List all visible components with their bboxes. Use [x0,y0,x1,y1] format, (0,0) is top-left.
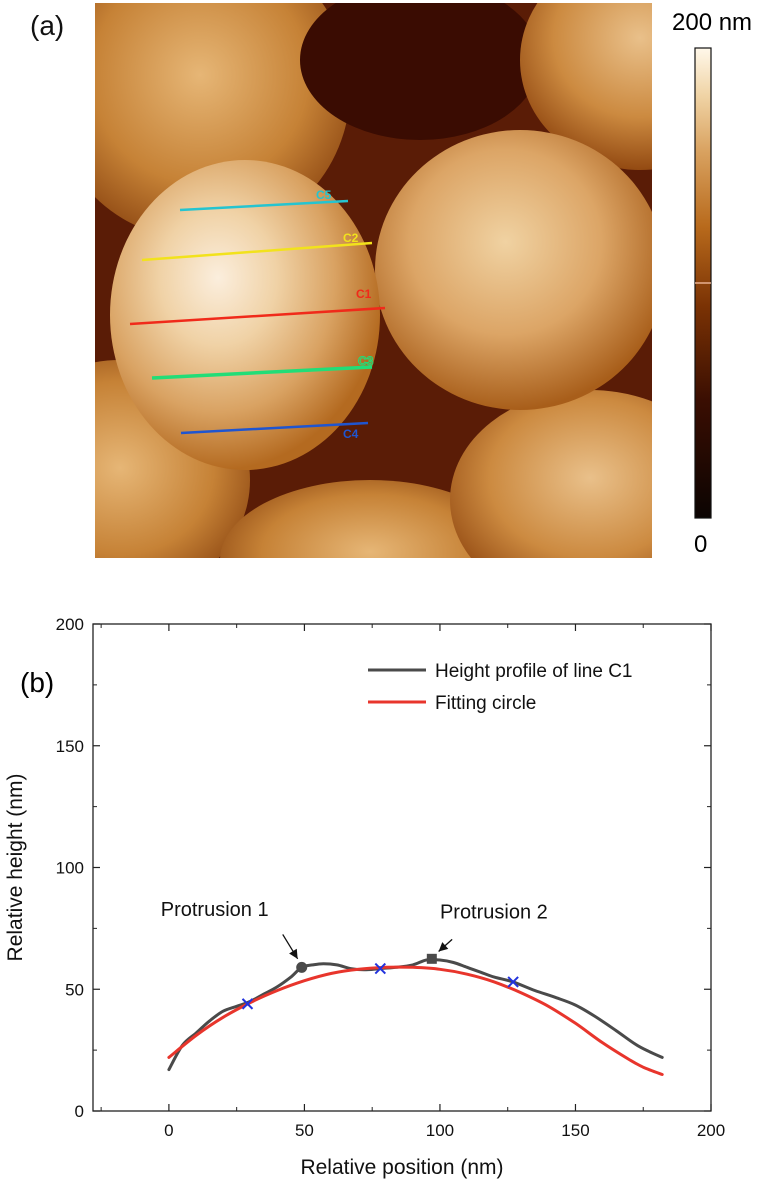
x-tick-label: 100 [426,1121,454,1140]
afm-grain [300,3,540,140]
panel-b-label: (b) [20,667,54,698]
series-height-profile-line [167,958,664,1072]
markers-group [241,953,519,1010]
afm-figure: C5 C2 C1 C3 C4 200 nm 0 [95,3,752,558]
protrusion-1-arrow [282,934,299,960]
line-c3[interactable] [151,365,373,380]
fit-point-x-marker [374,962,387,975]
legend-fitting-circle-label: Fitting circle [435,693,536,714]
x-tick-label: 0 [164,1121,173,1140]
axes: 0 50 100 150 200 0 50 100 150 200 Relative positio… [4,615,725,1179]
afm-grain [450,390,652,558]
line-c4[interactable] [180,421,369,435]
protrusion-2-arrow [438,938,453,952]
legend: Height profile of line C1 Fitting circle [368,661,633,714]
protrusion-1-marker [296,961,308,973]
line-c5[interactable] [179,199,349,212]
line-c2-label: C2 [343,231,359,245]
y-axis-label: Relative height (nm) [4,774,27,962]
colorbar-min-label: 0 [694,531,707,558]
x-axis-label: Relative position (nm) [300,1156,503,1179]
plot-frame [92,623,712,1112]
protrusion-2-marker [426,953,437,964]
colorbar-max-label: 200 nm [672,9,752,36]
y-tick-label: 50 [65,980,84,999]
x-tick-label: 50 [295,1121,314,1140]
y-tick-label: 100 [56,859,84,878]
line-c2[interactable] [141,241,373,262]
line-c5-label: C5 [316,188,332,202]
fit-point-x-marker [241,998,254,1010]
protrusion-2-label: Protrusion 2 [440,902,548,924]
legend-height-profile-label: Height profile of line C1 [435,661,633,682]
y-tick-label: 200 [56,615,84,634]
y-tick-label: 150 [56,737,84,756]
x-tick-label: 150 [561,1121,589,1140]
fit-point-x-marker [507,976,519,988]
panel-a-label: (a) [30,10,65,41]
panel-a: (a) [0,0,774,580]
series-fitting-circle-line [167,965,664,1076]
y-tick-label: 0 [75,1102,84,1121]
x-tick-label: 200 [697,1121,725,1140]
line-c4-label: C4 [343,427,359,441]
afm-grain [220,480,520,558]
series-group [167,958,664,1076]
afm-main-sphere [110,160,380,470]
line-c3-label: C3 [358,354,374,368]
afm-grain [520,3,652,170]
panel-b: (b) 0 50 100 150 200 0 50 100 150 200 Relative pos… [0,600,774,1193]
height-profile-chart: (b) 0 50 100 150 200 0 50 100 150 200 Relative pos… [4,615,725,1179]
annotations-group: Protrusion 1 Protrusion 2 [161,899,548,960]
afm-grain [375,130,652,410]
line-c1-label: C1 [356,287,372,301]
line-c1[interactable] [129,306,386,326]
afm-image [95,3,652,558]
protrusion-1-label: Protrusion 1 [161,899,269,921]
